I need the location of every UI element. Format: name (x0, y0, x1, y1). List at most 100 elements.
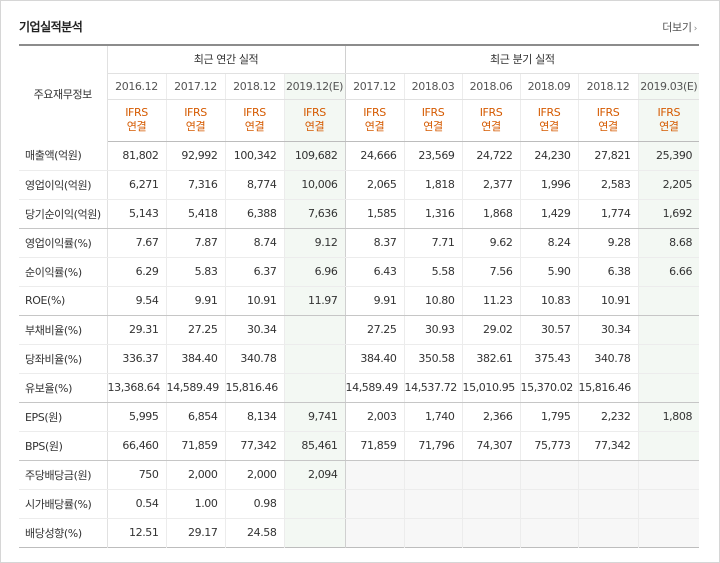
table-cell: 1,795 (520, 402, 579, 432)
table-cell: 1,818 (404, 170, 463, 200)
table-cell: 11.97 (284, 286, 346, 316)
table-cell: 2,232 (578, 402, 639, 432)
table-cell: 375.43 (520, 344, 579, 374)
period-header: 2018.03 (404, 73, 463, 100)
table-cell: 30.34 (225, 315, 285, 345)
table-cell (345, 489, 405, 519)
table-row: 부채비율(%) 29.31 27.25 30.34 27.25 30.93 29.02 30.… (19, 315, 700, 345)
row-label: BPS(원) (19, 431, 108, 461)
table-cell: 2,094 (284, 460, 346, 490)
table-cell: 92,992 (166, 141, 226, 171)
table-cell: 6,271 (107, 170, 167, 200)
table-cell: 340.78 (578, 344, 639, 374)
table-cell: 0.54 (107, 489, 167, 519)
ifrs-header-row: IFRS 연결 IFRS 연결 IFRS 연결 IFRS 연결 IFRS 연결 IFRS 연결 IFRS… (19, 99, 700, 142)
table-cell: 71,859 (345, 431, 405, 461)
table-cell: 13,368.64 (107, 373, 167, 403)
table-cell: 29.02 (462, 315, 521, 345)
table-cell: 10.91 (578, 286, 639, 316)
table-cell (284, 518, 346, 547)
ifrs-standard: IFRS (363, 106, 386, 119)
period-header: 2017.12 (166, 73, 226, 100)
table-cell: 7.56 (462, 257, 521, 287)
table-cell: 5.58 (404, 257, 463, 287)
period-header: 2016.12 (107, 73, 167, 100)
table-cell: 24,722 (462, 141, 521, 171)
table-cell (638, 518, 700, 547)
table-cell: 24,230 (520, 141, 579, 171)
more-label: 더보기 (662, 21, 692, 34)
ifrs-standard: IFRS (537, 106, 561, 119)
ifrs-label: IFRS 연결 (404, 99, 463, 142)
table-cell: 1,316 (404, 199, 463, 229)
table-cell: 5,143 (107, 199, 167, 229)
table-cell (638, 315, 700, 345)
financial-table-body: 매출액(억원) 81,802 92,992 100,342 109,682 24,666 2… (19, 141, 700, 547)
panel-header: 기업실적분석 더보기 › (19, 15, 697, 37)
table-cell: 27.25 (166, 315, 226, 345)
table-cell (284, 344, 346, 374)
table-cell: 71,859 (166, 431, 226, 461)
table-cell (578, 518, 639, 547)
ifrs-label: IFRS 연결 (345, 99, 405, 142)
table-cell: 0.98 (225, 489, 285, 519)
table-cell: 384.40 (345, 344, 405, 374)
table-cell (462, 489, 521, 519)
table-cell: 11.23 (462, 286, 521, 316)
table-cell: 15,370.02 (520, 373, 579, 403)
row-label: 매출액(억원) (19, 141, 108, 171)
ifrs-label: IFRS 연결 (166, 99, 226, 142)
ifrs-label: IFRS 연결 (107, 99, 167, 142)
table-cell (638, 373, 700, 403)
table-cell: 10.83 (520, 286, 579, 316)
table-cell: 7.87 (166, 228, 226, 258)
period-header: 2018.12 (225, 73, 285, 100)
table-row: 순이익률(%) 6.29 5.83 6.37 6.96 6.43 5.58 7.56 5.90 6… (19, 257, 700, 287)
table-cell: 29.17 (166, 518, 226, 547)
ifrs-standard: IFRS (125, 106, 148, 119)
table-cell (404, 489, 463, 519)
table-cell: 2,583 (578, 170, 639, 200)
period-header: 2019.03(E) (638, 73, 700, 100)
ifrs-consolidated: 연결 (598, 120, 618, 133)
ifrs-consolidated: 연결 (481, 120, 501, 133)
table-cell: 350.58 (404, 344, 463, 374)
table-cell (284, 489, 346, 519)
table-cell: 85,461 (284, 431, 346, 461)
period-header: 2018.12 (578, 73, 639, 100)
ifrs-standard: IFRS (421, 106, 445, 119)
table-cell: 15,816.46 (225, 373, 285, 403)
quarterly-group-header: 최근 분기 실적 (345, 45, 700, 74)
table-cell: 2,366 (462, 402, 521, 432)
table-cell: 14,589.49 (166, 373, 226, 403)
more-link[interactable]: 더보기 › (662, 19, 697, 35)
ifrs-standard: IFRS (657, 106, 681, 119)
ifrs-label: IFRS 연결 (225, 99, 285, 142)
ifrs-label: IFRS 연결 (638, 99, 700, 142)
table-cell: 8.68 (638, 228, 700, 258)
table-cell: 5,995 (107, 402, 167, 432)
table-cell: 15,816.46 (578, 373, 639, 403)
row-label: 배당성향(%) (19, 518, 108, 547)
table-cell (284, 373, 346, 403)
table-cell: 2,000 (166, 460, 226, 490)
table-row: 매출액(억원) 81,802 92,992 100,342 109,682 24,666 2… (19, 141, 700, 171)
ifrs-consolidated: 연결 (244, 120, 265, 133)
table-cell (284, 315, 346, 345)
table-cell: 71,796 (404, 431, 463, 461)
table-cell: 30.34 (578, 315, 639, 345)
table-cell: 384.40 (166, 344, 226, 374)
table-cell: 7.71 (404, 228, 463, 258)
financial-table: 주요재무정보 최근 연간 실적 최근 분기 실적 2016.12 2017.12 2… (19, 44, 700, 548)
table-cell: 66,460 (107, 431, 167, 461)
ifrs-consolidated: 연결 (126, 120, 147, 133)
period-header: 2017.12 (345, 73, 405, 100)
table-cell: 2,205 (638, 170, 700, 200)
table-cell: 6.66 (638, 257, 700, 287)
table-cell: 109,682 (284, 141, 346, 171)
table-cell (520, 489, 579, 519)
table-cell: 27,821 (578, 141, 639, 171)
table-cell: 1.00 (166, 489, 226, 519)
ifrs-consolidated: 연결 (423, 120, 443, 133)
table-cell: 7,636 (284, 199, 346, 229)
